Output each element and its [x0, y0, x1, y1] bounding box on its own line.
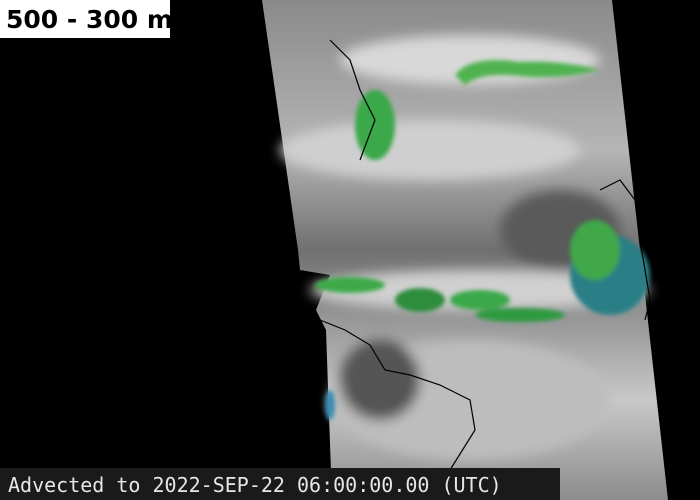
footer-box [0, 468, 560, 500]
coastlines [319, 39, 651, 471]
title-box [0, 0, 170, 38]
moisture-areas [315, 60, 650, 420]
footer: Advected to 2022-SEP-22 06:00:00.00 (UTC… [8, 473, 502, 497]
title: 500 - 300 mb [6, 5, 191, 34]
